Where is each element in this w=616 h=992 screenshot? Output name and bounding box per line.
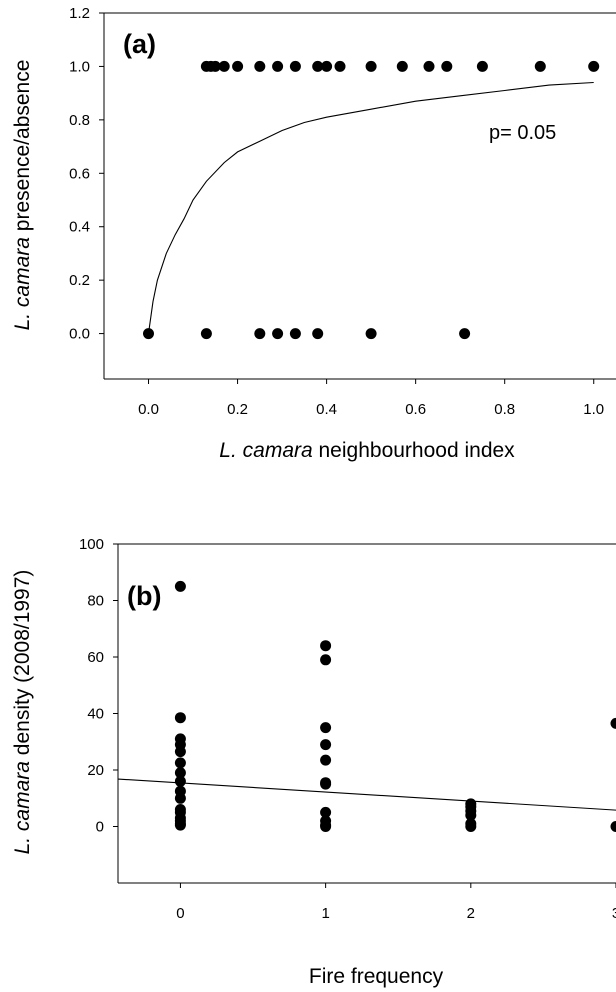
y-tick-label-b: 100 [79, 536, 104, 553]
data-point-b [174, 757, 186, 769]
panel-b: 0 1 2 3 0 20 40 60 80 100 (b) Fire frequency L. c… [11, 536, 616, 988]
panel-a: 0.0 0.2 0.4 0.6 0.8 1.00.00.20.40.60.81.01.2 … [11, 5, 616, 462]
y-tick-label-b: 0 [96, 819, 104, 836]
data-point-a [396, 60, 408, 72]
data-point-a [143, 328, 154, 340]
x-tick-label-a: 0.4 [316, 401, 337, 418]
x-tick-label-a: 0.2 [227, 401, 248, 418]
y-tick-label-a: 0.2 [69, 272, 90, 289]
y-tick-label-a: 1.0 [69, 58, 90, 75]
data-point-a [254, 328, 266, 340]
x-tick-label-a: 0.8 [494, 401, 515, 418]
y-axis-label-a: L. camara presence/absence [11, 60, 34, 331]
data-point-a [588, 60, 600, 72]
regression-line-b [117, 778, 616, 811]
y-tick-label-a: 0.4 [69, 219, 90, 236]
data-point-b [465, 821, 477, 832]
data-point-b [465, 809, 477, 821]
data-point-a [200, 328, 212, 340]
x-tick-label-b: 0 [176, 905, 184, 922]
data-point-a [312, 328, 324, 340]
y-tick-label-a: 0.6 [69, 165, 90, 182]
data-point-a [365, 328, 377, 340]
x-tick-label-b: 3 [612, 905, 616, 922]
data-point-a [534, 60, 546, 72]
y-tick-label-b: 40 [87, 706, 104, 723]
data-point-a [459, 328, 471, 340]
data-point-a [423, 60, 435, 72]
data-point-b [174, 580, 186, 592]
data-point-b [320, 722, 332, 734]
data-point-b [320, 778, 332, 790]
x-tick-label-a: 0.6 [405, 401, 426, 418]
data-point-a [209, 60, 221, 72]
data-point-b [320, 754, 332, 766]
data-point-a [365, 60, 377, 72]
data-point-b [320, 640, 332, 652]
data-point-b [174, 792, 186, 804]
x-tick-label-b: 2 [467, 905, 475, 922]
data-point-a [254, 60, 266, 72]
data-point-b [610, 717, 616, 729]
data-point-a [289, 60, 301, 72]
data-point-b [174, 746, 186, 758]
data-point-a [321, 60, 333, 72]
y-axis-label-b: L. camara density (2008/1997) [11, 570, 34, 855]
data-point-a [232, 60, 244, 72]
panel-label-a: (a) [123, 29, 156, 59]
x-axis-label-b: Fire frequency [309, 965, 444, 988]
data-point-b [320, 739, 332, 751]
data-point-b [174, 819, 186, 831]
data-point-b [174, 775, 186, 787]
data-point-a [334, 60, 346, 72]
data-point-a [272, 328, 284, 340]
y-tick-label-a: 0.8 [69, 112, 90, 129]
data-point-b [320, 654, 332, 666]
data-point-b [174, 712, 186, 724]
x-tick-label-a: 0.0 [138, 401, 159, 418]
data-point-a [312, 60, 324, 72]
fit-curve-a [147, 81, 594, 334]
x-tick-label-a: 1.0 [583, 401, 604, 418]
data-point-a [289, 328, 301, 340]
data-point-b [320, 821, 332, 832]
data-point-a [218, 60, 230, 72]
y-tick-label-b: 60 [87, 649, 104, 666]
p-value-annotation: p= 0.05 [489, 122, 556, 144]
x-axis-label-a: L. camara neighbourhood index [219, 439, 515, 462]
y-tick-label-b: 80 [87, 593, 104, 610]
x-tick-label-b: 1 [321, 905, 329, 922]
data-point-a [272, 60, 284, 72]
y-tick-label-a: 0.0 [69, 326, 90, 343]
data-point-b [610, 821, 616, 832]
panel-label-b: (b) [127, 581, 161, 611]
y-tick-label-b: 20 [87, 762, 104, 779]
data-point-b [320, 806, 332, 818]
data-point-b [174, 767, 186, 779]
y-tick-label-a: 1.2 [69, 5, 90, 22]
data-point-a [476, 60, 488, 72]
data-point-a [441, 60, 453, 72]
